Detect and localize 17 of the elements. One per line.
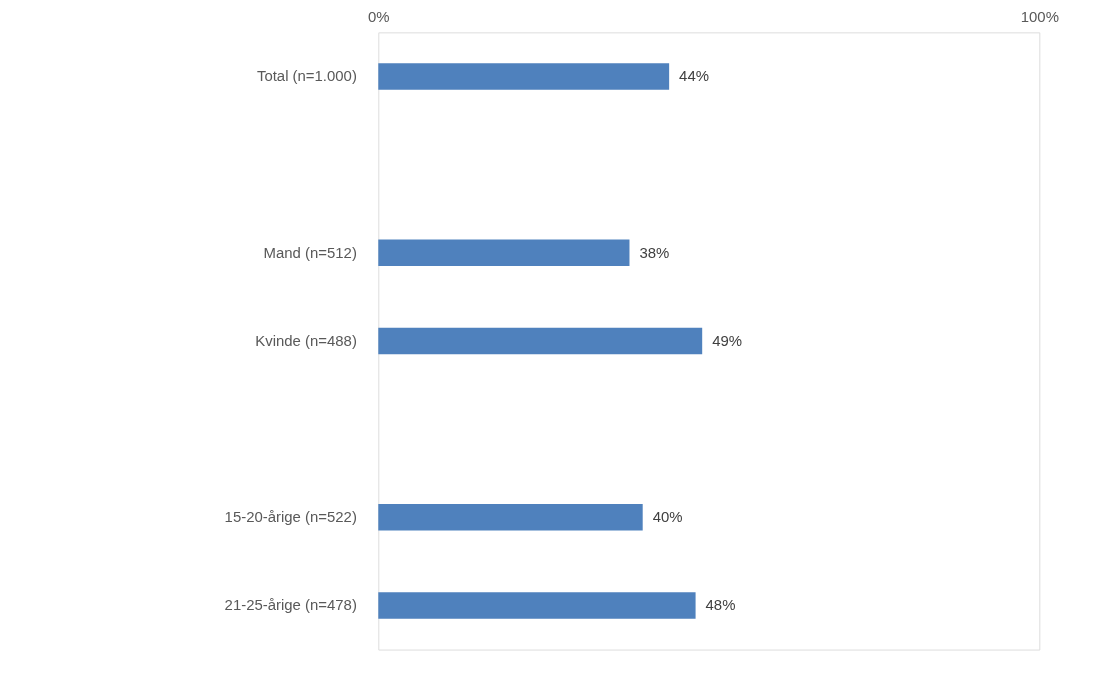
x-tick-label: 100%: [1020, 7, 1059, 25]
y-tick-label: Total (n=1.000): [256, 67, 357, 85]
bar: [378, 592, 696, 619]
bar: [378, 239, 630, 267]
x-tick-label: 0%: [368, 7, 390, 25]
y-tick-label: Mand (n=512): [263, 243, 357, 261]
bar: [378, 63, 670, 90]
bar: [378, 504, 643, 531]
data-label: 38%: [639, 243, 670, 261]
data-label: 48%: [705, 596, 736, 614]
data-label: 49%: [712, 331, 743, 349]
bar: [378, 327, 703, 355]
y-tick-label: 21-25-årige (n=478): [224, 596, 357, 614]
y-tick-label: Kvinde (n=488): [255, 331, 357, 349]
y-tick-label: 15-20-årige (n=522): [224, 508, 357, 526]
data-label: 44%: [679, 67, 709, 85]
data-label: 40%: [652, 508, 683, 526]
